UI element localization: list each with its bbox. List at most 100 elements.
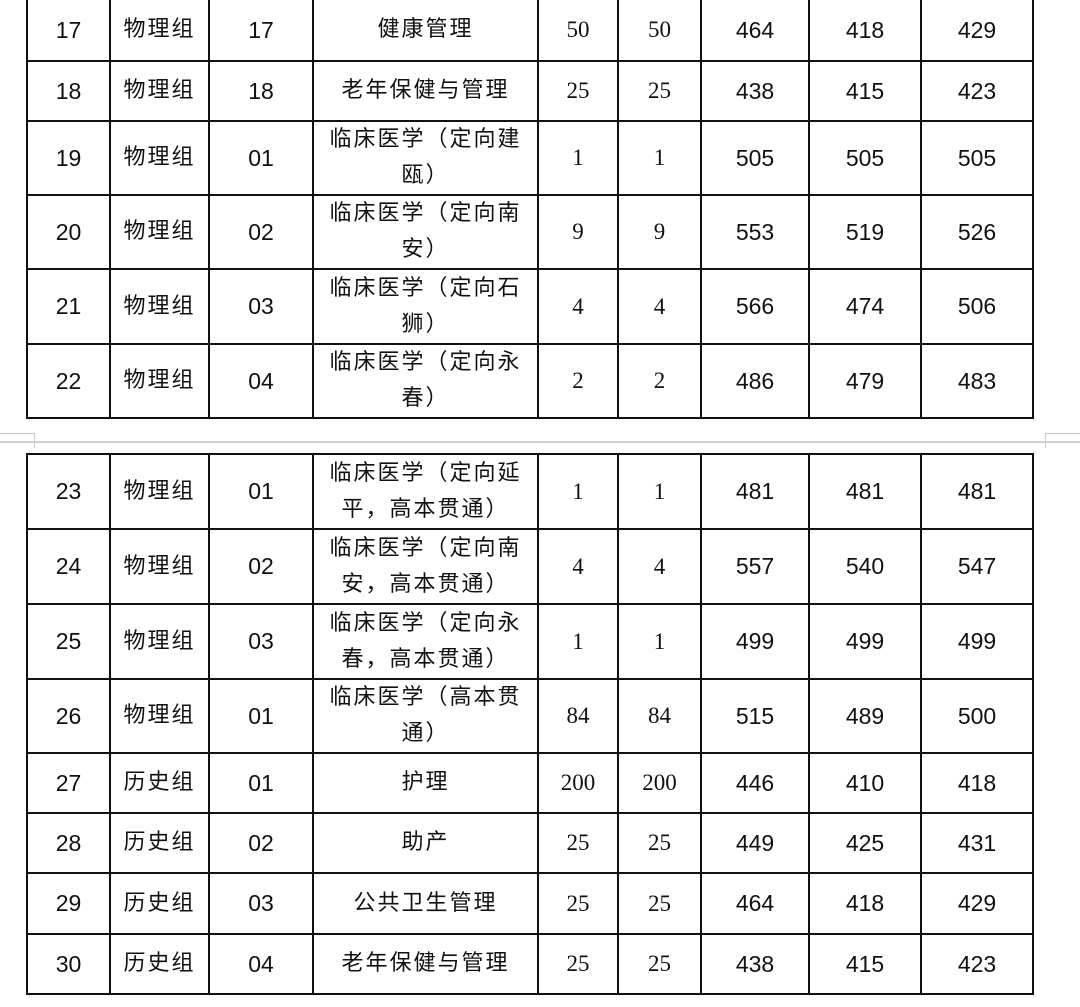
major-name-cell: 老年保健与管理 (312, 933, 539, 995)
subject-group-cell: 物理组 (109, 194, 210, 270)
min-score-cell: 410 (808, 752, 922, 814)
min-score-cell: 489 (808, 678, 922, 754)
subject-group-cell: 物理组 (109, 603, 210, 680)
major-code-cell: 02 (208, 812, 314, 874)
avg-score-cell: 483 (920, 343, 1034, 419)
table-row: 27 历史组 01 护理 200 200 446 410 418 (26, 752, 1034, 814)
subject-group-cell: 物理组 (109, 678, 210, 754)
max-score-cell: 464 (700, 872, 810, 935)
max-score-cell: 566 (700, 268, 810, 345)
plan-count-cell: 9 (537, 194, 619, 270)
table-row: 28 历史组 02 助产 25 25 449 425 431 (26, 812, 1034, 874)
table-row: 21 物理组 03 临床医学（定向石狮） 4 4 566 474 506 (26, 268, 1034, 345)
min-score-cell: 540 (808, 528, 922, 605)
table-row: 24 物理组 02 临床医学（定向南安，高本贯通） 4 4 557 540 547 (26, 528, 1034, 605)
subject-group-cell: 物理组 (109, 343, 210, 419)
major-code-cell: 17 (208, 0, 314, 62)
avg-score-cell: 500 (920, 678, 1034, 754)
max-score-cell: 553 (700, 194, 810, 270)
admitted-count-cell: 1 (617, 120, 702, 196)
major-name-cell: 临床医学（定向南安，高本贯通） (312, 528, 539, 605)
major-name-cell: 临床医学（定向永春） (312, 343, 539, 419)
max-score-cell: 515 (700, 678, 810, 754)
major-name-cell: 公共卫生管理 (312, 872, 539, 935)
admitted-count-cell: 25 (617, 60, 702, 122)
table-row: 17 物理组 17 健康管理 50 50 464 418 429 (26, 0, 1034, 62)
avg-score-cell: 499 (920, 603, 1034, 680)
major-code-cell: 01 (208, 752, 314, 814)
admitted-count-cell: 25 (617, 933, 702, 995)
major-code-cell: 01 (208, 678, 314, 754)
max-score-cell: 481 (700, 453, 810, 530)
max-score-cell: 438 (700, 933, 810, 995)
major-code-cell: 03 (208, 268, 314, 345)
row-number-cell: 29 (26, 872, 111, 935)
max-score-cell: 486 (700, 343, 810, 419)
avg-score-cell: 423 (920, 60, 1034, 122)
major-name-cell: 临床医学（定向南安） (312, 194, 539, 270)
table-row: 30 历史组 04 老年保健与管理 25 25 438 415 423 (26, 933, 1034, 995)
subject-group-cell: 物理组 (109, 453, 210, 530)
major-code-cell: 02 (208, 194, 314, 270)
subject-group-cell: 历史组 (109, 812, 210, 874)
major-code-cell: 04 (208, 933, 314, 995)
admitted-count-cell: 4 (617, 528, 702, 605)
subject-group-cell: 历史组 (109, 872, 210, 935)
avg-score-cell: 547 (920, 528, 1034, 605)
subject-group-cell: 物理组 (109, 60, 210, 122)
major-name-cell: 护理 (312, 752, 539, 814)
max-score-cell: 505 (700, 120, 810, 196)
major-code-cell: 03 (208, 603, 314, 680)
plan-count-cell: 25 (537, 933, 619, 995)
min-score-cell: 499 (808, 603, 922, 680)
plan-count-cell: 4 (537, 528, 619, 605)
min-score-cell: 505 (808, 120, 922, 196)
avg-score-cell: 526 (920, 194, 1034, 270)
admitted-count-cell: 200 (617, 752, 702, 814)
avg-score-cell: 481 (920, 453, 1034, 530)
table-row: 22 物理组 04 临床医学（定向永春） 2 2 486 479 483 (26, 343, 1034, 419)
plan-count-cell: 200 (537, 752, 619, 814)
row-number-cell: 27 (26, 752, 111, 814)
plan-count-cell: 4 (537, 268, 619, 345)
avg-score-cell: 423 (920, 933, 1034, 995)
admitted-count-cell: 84 (617, 678, 702, 754)
row-number-cell: 28 (26, 812, 111, 874)
max-score-cell: 499 (700, 603, 810, 680)
table-row: 23 物理组 01 临床医学（定向延平，高本贯通） 1 1 481 481 481 (26, 453, 1034, 530)
major-code-cell: 03 (208, 872, 314, 935)
plan-count-cell: 1 (537, 453, 619, 530)
admitted-count-cell: 4 (617, 268, 702, 345)
row-number-cell: 23 (26, 453, 111, 530)
major-name-cell: 临床医学（定向石狮） (312, 268, 539, 345)
major-name-cell: 临床医学（高本贯通） (312, 678, 539, 754)
admitted-count-cell: 50 (617, 0, 702, 62)
row-number-cell: 25 (26, 603, 111, 680)
row-number-cell: 21 (26, 268, 111, 345)
plan-count-cell: 1 (537, 603, 619, 680)
avg-score-cell: 505 (920, 120, 1034, 196)
avg-score-cell: 429 (920, 0, 1034, 62)
avg-score-cell: 431 (920, 812, 1034, 874)
row-number-cell: 17 (26, 0, 111, 62)
min-score-cell: 474 (808, 268, 922, 345)
table-row: 19 物理组 01 临床医学（定向建瓯） 1 1 505 505 505 (26, 120, 1034, 196)
admitted-count-cell: 2 (617, 343, 702, 419)
major-code-cell: 01 (208, 120, 314, 196)
avg-score-cell: 429 (920, 872, 1034, 935)
table-row: 29 历史组 03 公共卫生管理 25 25 464 418 429 (26, 872, 1034, 935)
major-name-cell: 临床医学（定向建瓯） (312, 120, 539, 196)
avg-score-cell: 506 (920, 268, 1034, 345)
major-name-cell: 临床医学（定向永春，高本贯通） (312, 603, 539, 680)
admitted-count-cell: 25 (617, 812, 702, 874)
major-code-cell: 01 (208, 453, 314, 530)
major-name-cell: 助产 (312, 812, 539, 874)
max-score-cell: 557 (700, 528, 810, 605)
min-score-cell: 415 (808, 933, 922, 995)
max-score-cell: 446 (700, 752, 810, 814)
min-score-cell: 418 (808, 0, 922, 62)
page-corner-mark (0, 433, 35, 448)
row-number-cell: 18 (26, 60, 111, 122)
admitted-count-cell: 25 (617, 872, 702, 935)
row-number-cell: 24 (26, 528, 111, 605)
